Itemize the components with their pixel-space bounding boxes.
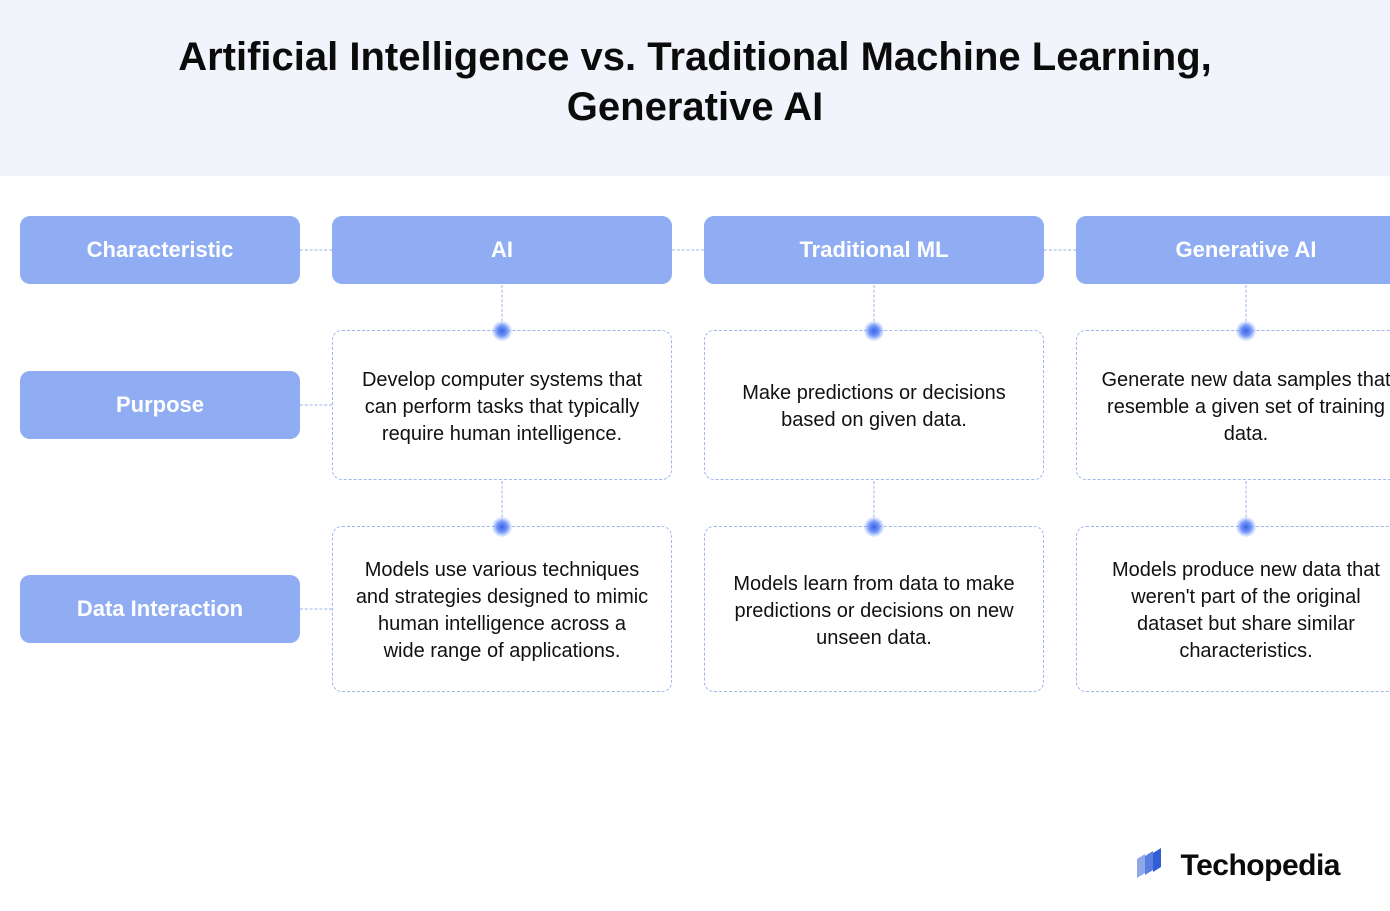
connector-dot-icon: [492, 321, 512, 341]
brand-logo: Techopedia: [1131, 847, 1340, 885]
col-header-label: AI: [491, 237, 513, 263]
col-header-characteristic: Characteristic: [20, 216, 300, 284]
cell-text: Models learn from data to make predictio…: [727, 571, 1021, 652]
brand-name: Techopedia: [1181, 849, 1340, 883]
cell-purpose-traditional-ml: Make predictions or decisions based on g…: [704, 330, 1044, 480]
row-label-purpose: Purpose: [20, 371, 300, 439]
connector-h-icon: [1044, 250, 1076, 251]
connector-dot-icon: [1236, 321, 1256, 341]
comparison-grid: Characteristic AI Traditional ML Generat…: [20, 216, 1370, 692]
connector-h-icon: [300, 250, 332, 251]
connector-dot-icon: [864, 517, 884, 537]
cell-text: Make predictions or decisions based on g…: [727, 380, 1021, 434]
connector-dot-icon: [864, 321, 884, 341]
col-header-label: Traditional ML: [799, 237, 948, 263]
connector-h-icon: [300, 405, 332, 406]
cell-data-interaction-generative-ai: Models produce new data that weren't par…: [1076, 526, 1390, 692]
col-header-generative-ai: Generative AI: [1076, 216, 1390, 284]
col-header-traditional-ml: Traditional ML: [704, 216, 1044, 284]
cell-text: Models use various techniques and strate…: [355, 557, 649, 665]
cell-purpose-generative-ai: Generate new data samples that resemble …: [1076, 330, 1390, 480]
cell-data-interaction-traditional-ml: Models learn from data to make predictio…: [704, 526, 1044, 692]
page-title: Artificial Intelligence vs. Traditional …: [165, 32, 1225, 132]
cell-text: Generate new data samples that resemble …: [1099, 367, 1390, 448]
comparison-grid-wrap: Characteristic AI Traditional ML Generat…: [0, 176, 1390, 692]
row-label-text: Data Interaction: [77, 596, 243, 622]
cell-text: Models produce new data that weren't par…: [1099, 557, 1390, 665]
header-band: Artificial Intelligence vs. Traditional …: [0, 0, 1390, 176]
cell-purpose-ai: Develop computer systems that can perfor…: [332, 330, 672, 480]
col-header-label: Generative AI: [1175, 237, 1316, 263]
connector-dot-icon: [1236, 517, 1256, 537]
col-header-label: Characteristic: [87, 237, 234, 263]
brand-mark-icon: [1131, 847, 1169, 885]
connector-h-icon: [300, 609, 332, 610]
row-label-data-interaction: Data Interaction: [20, 575, 300, 643]
cell-data-interaction-ai: Models use various techniques and strate…: [332, 526, 672, 692]
cell-text: Develop computer systems that can perfor…: [355, 367, 649, 448]
connector-h-icon: [672, 250, 704, 251]
col-header-ai: AI: [332, 216, 672, 284]
row-label-text: Purpose: [116, 392, 204, 418]
connector-dot-icon: [492, 517, 512, 537]
